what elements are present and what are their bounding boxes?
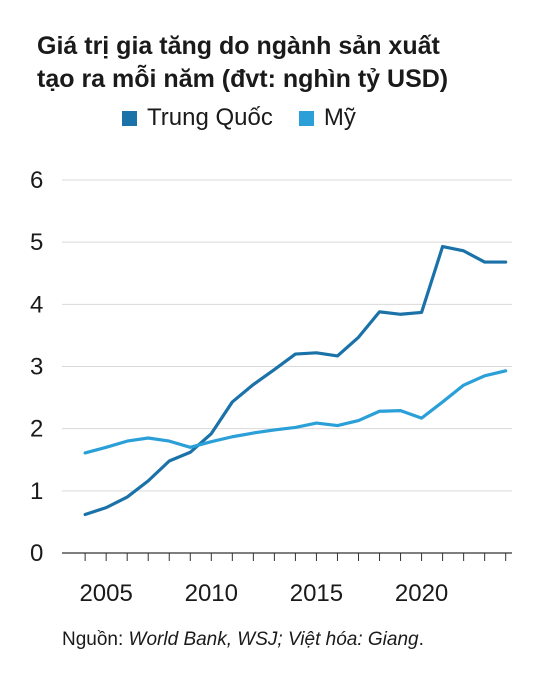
chart-title-line2: tạo ra mỗi năm (đvt: nghìn tỷ USD) (37, 65, 449, 93)
x-tick-label: 2020 (395, 580, 448, 607)
source-note: Nguồn: World Bank, WSJ; Việt hóa: Giang. (62, 629, 424, 651)
source-credits: World Bank, WSJ; Việt hóa: Giang (128, 629, 419, 650)
chart-title: Giá trị gia tăng do ngành sản xuất tạo r… (37, 30, 517, 96)
legend-item-us: Mỹ (298, 104, 356, 132)
x-tick-label: 2005 (79, 580, 132, 607)
chart-title-line1: Giá trị gia tăng do ngành sản xuất (37, 32, 440, 60)
source-suffix: . (418, 629, 424, 650)
legend-swatch-us (298, 110, 314, 126)
y-tick-label: 5 (30, 229, 43, 256)
y-tick-label: 4 (30, 291, 43, 318)
source-prefix: Nguồn: (62, 629, 129, 650)
x-tick-label: 2015 (290, 580, 343, 607)
legend-item-china: Trung Quốc (122, 104, 273, 132)
y-tick-label: 0 (30, 540, 43, 567)
y-tick-label: 3 (30, 354, 43, 381)
series-line-us (83, 369, 508, 455)
y-tick-label: 1 (30, 478, 43, 505)
y-tick-label: 6 (30, 167, 43, 194)
legend-label-us: Mỹ (323, 104, 356, 131)
legend-label-china: Trung Quốc (147, 104, 273, 131)
x-tick-label: 2010 (185, 580, 238, 607)
series-line-china (83, 244, 508, 517)
legend: Trung Quốc Mỹ (122, 104, 382, 132)
legend-swatch-china (122, 110, 137, 126)
line-chart: 0 1 2 3 4 5 6 2005 2010 2015 2020 (30, 167, 512, 607)
y-tick-label: 2 (30, 416, 43, 443)
